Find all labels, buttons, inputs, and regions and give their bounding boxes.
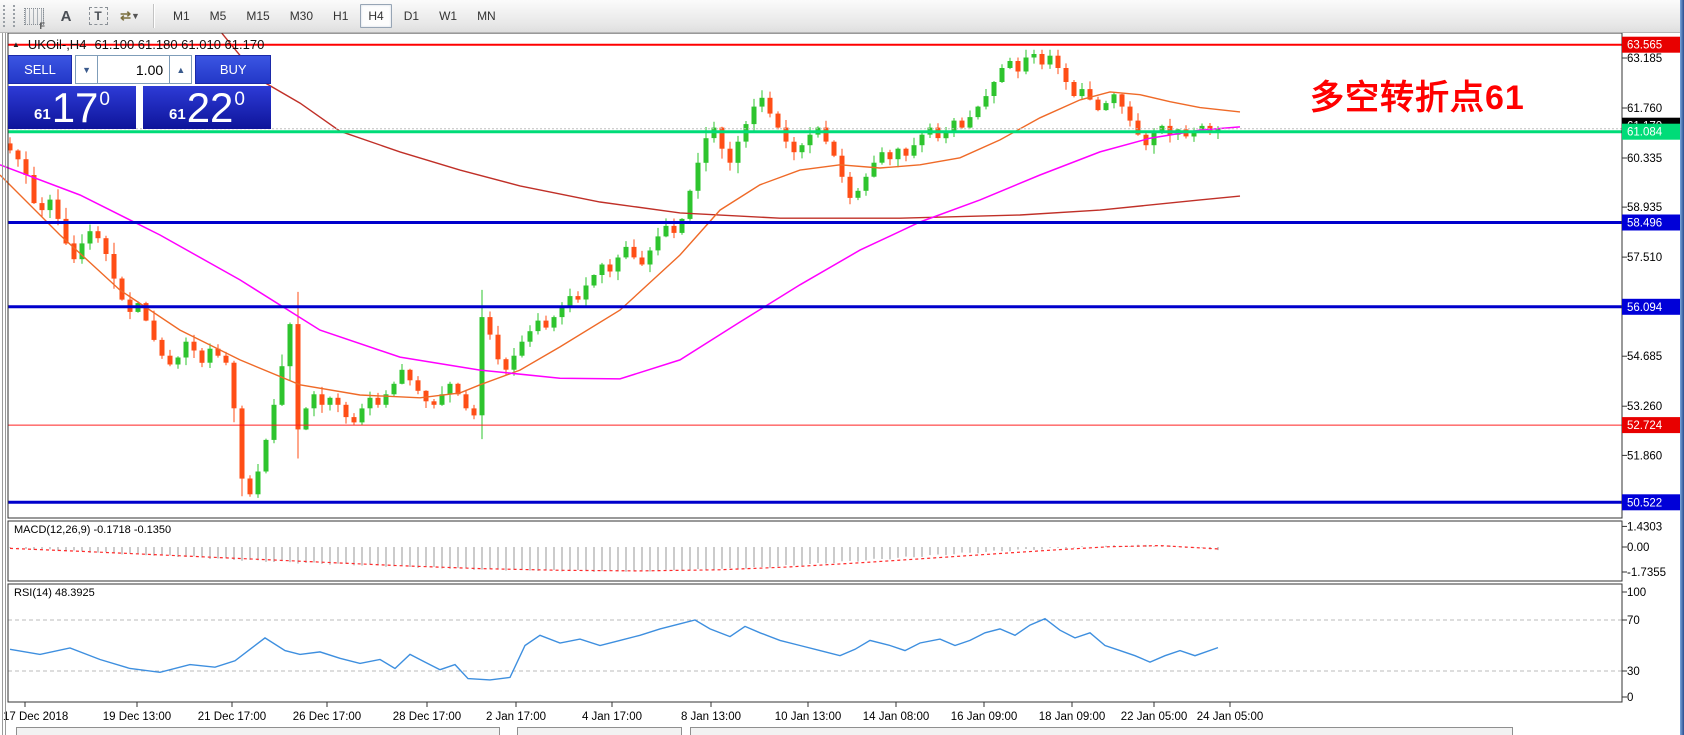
text-label-icon[interactable]: A bbox=[60, 7, 72, 25]
time-axis-label: 10 Jan 13:00 bbox=[775, 711, 842, 723]
ma-slow-red bbox=[214, 24, 1241, 219]
rsi-scale-label: 100 bbox=[1627, 587, 1646, 599]
rsi-scale-label: 70 bbox=[1627, 615, 1640, 627]
timeframe-button-m5[interactable]: M5 bbox=[209, 9, 227, 23]
time-axis-label: 8 Jan 13:00 bbox=[681, 711, 741, 723]
sell-price-pip: 0 bbox=[99, 89, 110, 110]
timeframe-button-d1[interactable]: D1 bbox=[403, 9, 420, 23]
timeframe-button-mn[interactable]: MN bbox=[477, 9, 496, 23]
macd-scale-label: 1.4303 bbox=[1627, 521, 1662, 533]
timeframe-bar: M1 M5 M15 M30 H1 H4 D1 W1 MN bbox=[163, 4, 506, 28]
time-axis-label: 4 Jan 17:00 bbox=[582, 711, 642, 723]
collapse-triangle-icon[interactable]: ▲ bbox=[12, 40, 20, 49]
macd-header: MACD(12,26,9) -0.1718 -0.1350 bbox=[14, 524, 172, 536]
toolbar-separator bbox=[153, 4, 155, 28]
level-price-label: 56.094 bbox=[1627, 302, 1663, 314]
window-right-edge bbox=[1680, 0, 1684, 735]
volume-down-button[interactable]: ▼ bbox=[74, 55, 99, 84]
rsi-scale-label: 0 bbox=[1627, 692, 1633, 704]
sell-button[interactable]: SELL bbox=[8, 55, 72, 84]
time-axis-label: 28 Dec 17:00 bbox=[393, 711, 461, 723]
ohlc-values: 61.100 61.180 61.010 61.170 bbox=[94, 37, 265, 52]
chart-title: ▲ UKOil-,H4 61.100 61.180 61.010 61.170 bbox=[12, 37, 264, 52]
chevron-down-icon: ▼ bbox=[130, 11, 140, 21]
price-tick-label: 54.685 bbox=[1627, 351, 1662, 363]
chart-annotation-text: 多空转折点61 bbox=[1310, 79, 1525, 117]
text-box-icon[interactable]: T bbox=[85, 4, 111, 28]
window-left-edge-inner bbox=[5, 33, 6, 735]
timeframe-button-m30[interactable]: M30 bbox=[289, 9, 314, 23]
price-tick-label: 53.260 bbox=[1627, 401, 1662, 413]
sell-price-prefix: 61 bbox=[34, 106, 51, 123]
timeframe-button-m1[interactable]: M1 bbox=[173, 9, 190, 23]
level-price-label: 50.522 bbox=[1627, 497, 1662, 509]
level-price-label: 61.084 bbox=[1627, 127, 1663, 139]
time-axis-label: 17 Dec 2018 bbox=[3, 711, 68, 723]
one-click-trade-panel: SELL ▼ 1.00 ▲ BUY 61 17 0 61 22 0 bbox=[8, 55, 271, 129]
volume-input[interactable]: 1.00 bbox=[98, 55, 170, 84]
level-price-label: 52.724 bbox=[1627, 420, 1663, 432]
window-left-edge bbox=[2, 33, 3, 735]
price-tick-label: 57.510 bbox=[1627, 252, 1662, 264]
chart-tab[interactable] bbox=[690, 727, 1513, 735]
level-price-label: 58.496 bbox=[1627, 218, 1662, 230]
time-axis-label: 18 Jan 09:00 bbox=[1039, 711, 1106, 723]
toolbar: F A T ⇄ ▼ M1 M5 M15 M30 H1 H4 D1 W1 MN bbox=[0, 0, 1684, 33]
buy-button[interactable]: BUY bbox=[195, 55, 271, 84]
price-tick-label: 51.860 bbox=[1627, 450, 1662, 462]
buy-price-pip: 0 bbox=[234, 89, 245, 110]
symbol-period-label: UKOil-,H4 bbox=[27, 37, 87, 52]
volume-up-button[interactable]: ▲ bbox=[169, 55, 193, 84]
buy-price-prefix: 61 bbox=[169, 106, 186, 123]
time-axis-label: 22 Jan 05:00 bbox=[1121, 711, 1188, 723]
time-axis-label: 24 Jan 05:00 bbox=[1197, 711, 1264, 723]
rsi-scale-label: 30 bbox=[1627, 666, 1640, 678]
rsi-header: RSI(14) 48.3925 bbox=[14, 587, 95, 599]
time-axis-label: 14 Jan 08:00 bbox=[863, 711, 930, 723]
sell-price-big: 17 bbox=[51, 84, 99, 131]
macd-scale-label: 0.00 bbox=[1627, 542, 1649, 554]
time-axis-label: 19 Dec 13:00 bbox=[103, 711, 171, 723]
toolbar-grip[interactable] bbox=[3, 5, 15, 27]
chart-tab[interactable] bbox=[517, 727, 682, 735]
timeframe-button-m15[interactable]: M15 bbox=[246, 9, 270, 23]
macd-scale-label: -1.7355 bbox=[1627, 567, 1666, 579]
price-tick-label: 60.335 bbox=[1627, 153, 1662, 165]
buy-price-big: 22 bbox=[186, 84, 234, 131]
price-tick-label: 61.760 bbox=[1627, 103, 1662, 115]
timeframe-button-h1[interactable]: H1 bbox=[333, 9, 349, 23]
timeframe-button-w1[interactable]: W1 bbox=[439, 9, 458, 23]
timeframe-button-h4[interactable]: H4 bbox=[360, 4, 392, 28]
price-tick-label: 63.185 bbox=[1627, 53, 1662, 65]
sell-price-box[interactable]: 61 17 0 bbox=[8, 86, 136, 129]
price-tick-label: 58.935 bbox=[1627, 202, 1662, 214]
time-axis-label: 2 Jan 17:00 bbox=[486, 711, 546, 723]
level-price-label: 63.565 bbox=[1627, 40, 1662, 52]
ma-orange bbox=[0, 91, 1241, 399]
objects-arrows-icon[interactable]: ⇄ ▼ bbox=[120, 8, 140, 23]
buy-price-box[interactable]: 61 22 0 bbox=[143, 86, 271, 129]
indicator-grid-icon[interactable]: F bbox=[21, 4, 47, 31]
time-axis-label: 21 Dec 17:00 bbox=[198, 711, 266, 723]
chart-tab[interactable] bbox=[16, 727, 500, 735]
ma-magenta bbox=[0, 126, 1241, 380]
time-axis-label: 26 Dec 17:00 bbox=[293, 711, 361, 723]
time-axis-label: 16 Jan 09:00 bbox=[951, 711, 1018, 723]
